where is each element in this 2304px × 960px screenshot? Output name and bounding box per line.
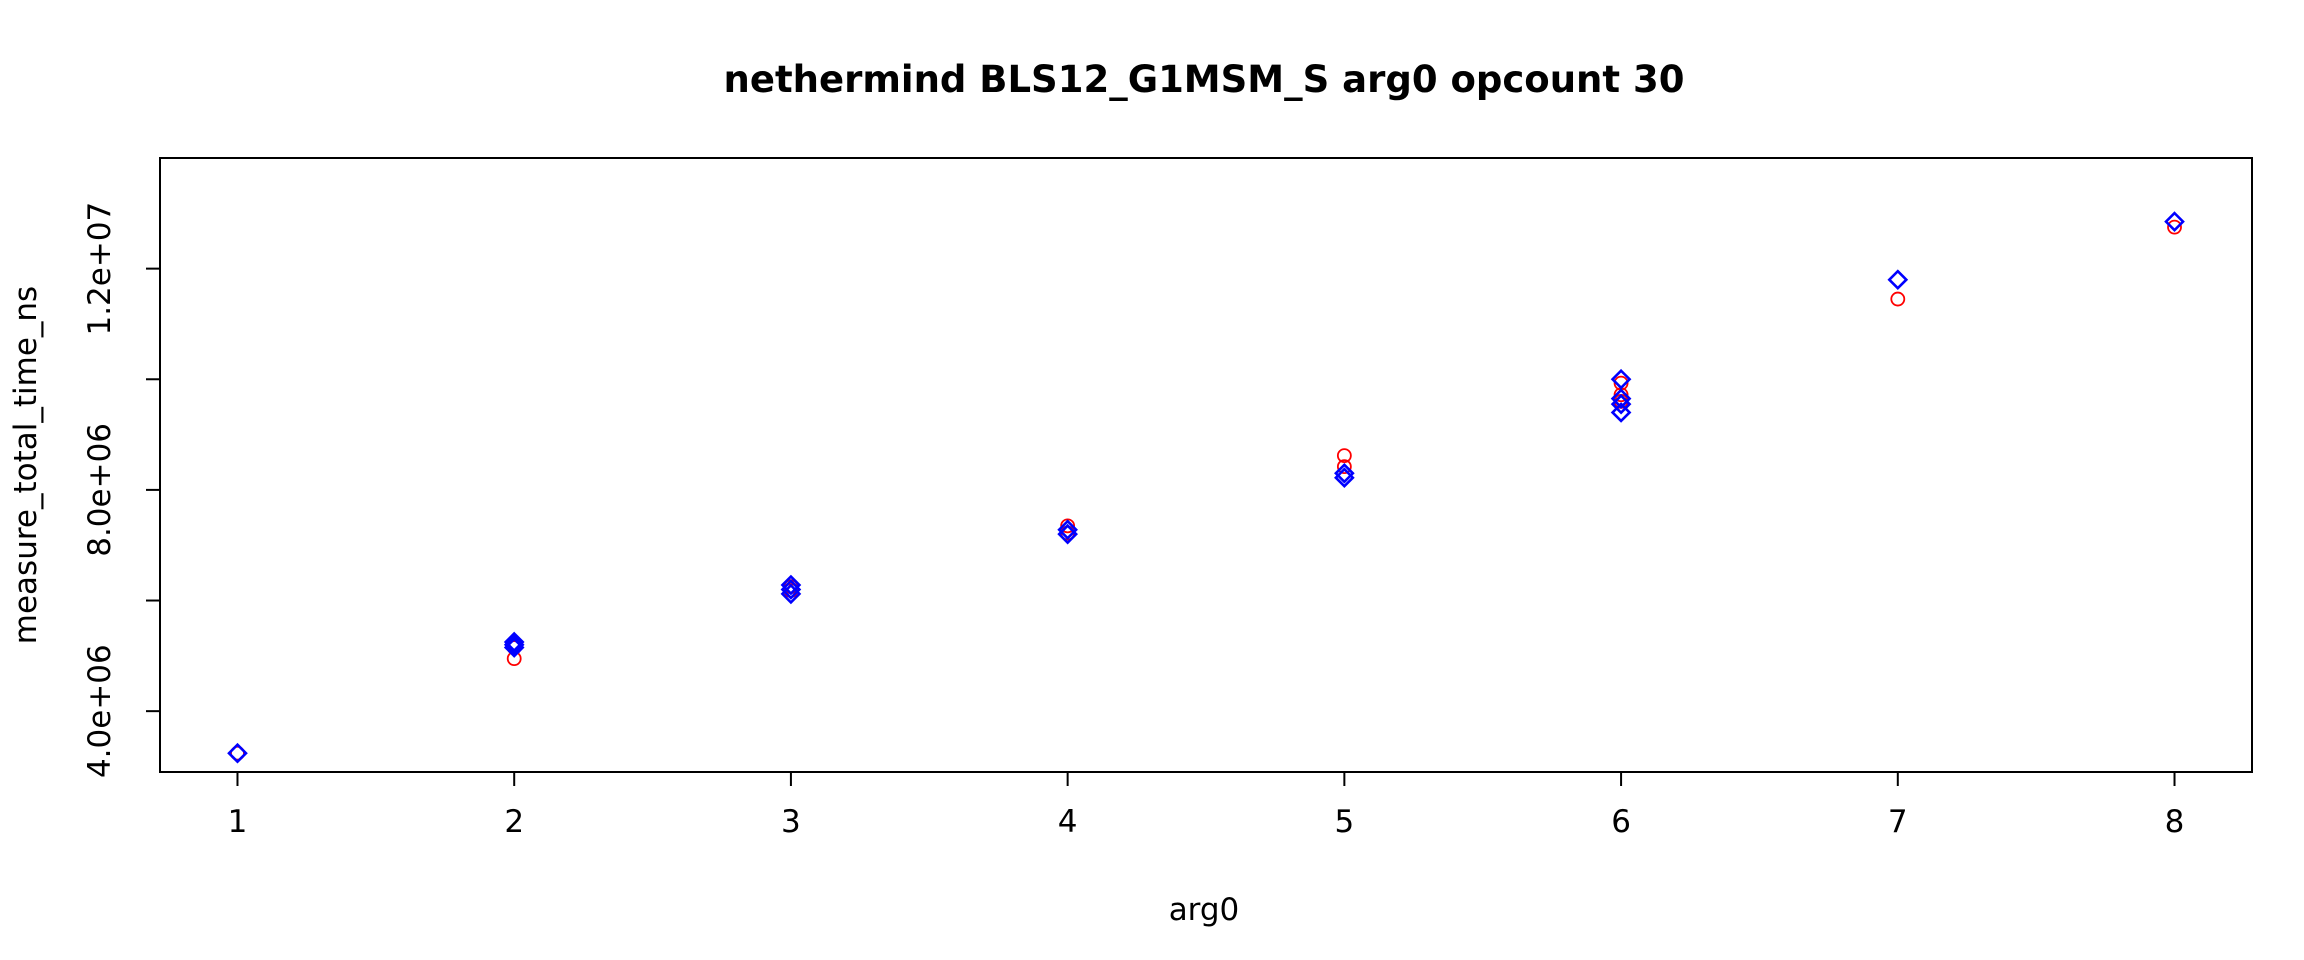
data-point-diamond [2164,211,2185,232]
x-axis: 1 2 3 4 5 6 7 8 [228,772,2185,840]
x-tick-label: 6 [1611,804,1631,840]
data-point-diamond [503,634,525,656]
data-point-diamond [780,574,802,596]
y-tick-label: 8.0e+06 [82,423,118,557]
x-tick-label: 8 [2165,804,2185,840]
y-tick-label: 1.2e+07 [82,202,118,336]
data-point-diamond [780,583,802,605]
data-point-circle [1336,448,1352,463]
data-point-circle [2167,219,2182,235]
data-point-diamond [1334,467,1355,489]
data-point-circle [1060,518,1076,534]
x-axis-label: arg0 [1169,892,1240,928]
y-tick-label: 4.0e+06 [82,644,118,778]
x-tick-label: 4 [1058,804,1078,840]
chart-title: nethermind BLS12_G1MSM_S arg0 opcount 30 [724,58,1685,101]
y-axis: 4.0e+06 8.0e+06 1.2e+07 [82,202,160,778]
data-point-diamond [503,631,525,653]
data-point-diamond [1610,368,1632,390]
x-tick-label: 7 [1888,804,1908,840]
data-point-diamond [227,742,248,764]
x-tick-label: 1 [228,804,248,840]
data-point-diamond [1057,523,1078,545]
plot-frame [159,157,2253,773]
data-point-diamond [1334,462,1355,484]
data-point-diamond [1610,402,1632,423]
data-point-diamond [1057,519,1078,541]
data-point-diamond [1887,269,1909,291]
x-tick-label: 2 [504,804,524,840]
data-point-circle [1336,459,1352,475]
x-tick-label: 3 [781,804,801,840]
data-point-circle [230,745,245,761]
y-axis-label: measure_total_time_ns [8,286,44,644]
data-point-circle [1890,291,1906,307]
x-tick-label: 5 [1334,804,1354,840]
data-points [227,211,2185,764]
data-point-diamond [1610,393,1632,415]
data-point-diamond [1610,388,1632,409]
